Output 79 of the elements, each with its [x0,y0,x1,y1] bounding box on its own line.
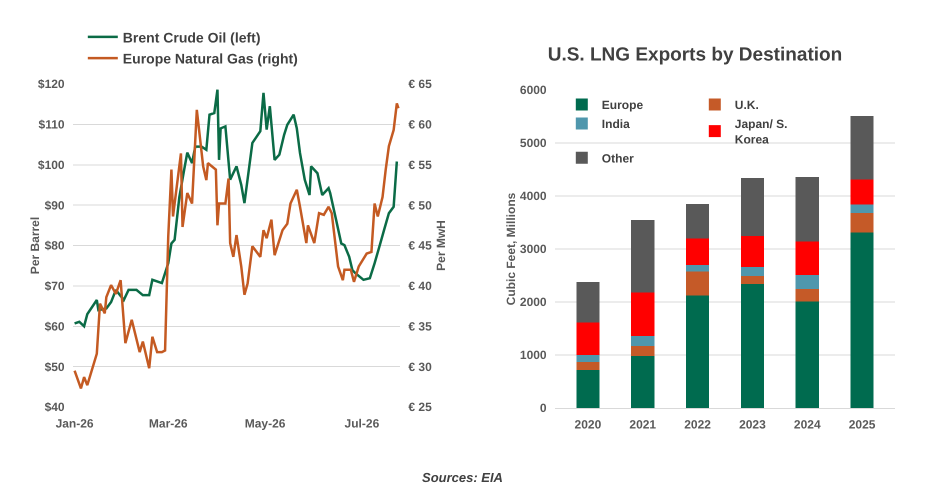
legend-label: U.K. [734,98,759,112]
x-tick-label: 2020 [574,417,602,432]
x-tick-label: Mar-26 [148,416,188,430]
bar [631,346,654,356]
bar [796,242,819,275]
y-tick-label: $100 [38,158,65,172]
bar [796,288,819,302]
legend-label: Japan/ S. Korea [734,116,788,147]
y-tick-label: $40 [44,400,65,414]
y-axis-title: Cubic Feet, Millions [504,192,518,306]
y-tick-label: 4000 [520,189,547,204]
x-tick-label: 2024 [794,417,821,432]
y2-tick-label: € 30 [408,360,432,374]
y-tick-label: 6000 [520,83,547,98]
bar [631,292,654,336]
bar [796,274,819,289]
bar [740,276,764,284]
y-tick-label: 5000 [520,136,547,150]
bar [740,178,764,236]
bar [686,238,710,265]
y-tick-label: 2000 [520,295,547,310]
x-tick-label: 2022 [684,417,712,432]
bar [850,116,874,180]
y2-tick-label: € 65 [408,77,432,92]
x-tick-label: 2023 [739,417,766,432]
source-note: Sources: EIA [421,470,504,485]
y-tick-label: 0 [540,401,547,416]
bar [740,284,764,408]
legend-label: Brent Crude Oil (left) [122,29,260,46]
legend-label: Other [602,151,634,166]
y2-tick-label: € 45 [408,238,432,253]
bar [686,296,710,408]
bar [686,204,710,238]
y-tick-label: $80 [44,238,65,253]
x-tick-label: Jul-26 [344,416,380,430]
legend-label: Europe [602,98,644,112]
y-tick-label: 3000 [520,242,547,256]
bar [740,267,764,276]
y2-tick-label: € 40 [408,279,432,294]
y-tick-label: $90 [44,198,65,212]
y-tick-label: $120 [38,77,65,92]
bar [631,356,654,408]
bar [796,176,819,242]
bar [796,301,819,408]
y2-tick-label: € 60 [408,118,432,132]
y2-tick-label: € 55 [408,158,432,172]
y-tick-label: 1000 [520,348,547,362]
legend-label: India [602,117,630,132]
bar [740,236,764,268]
y-tick-label: $50 [44,360,65,374]
bar [631,336,654,346]
y-axis-title: Per Barrel [28,216,42,274]
y2-tick-label: € 50 [408,198,432,212]
y2-tick-label: € 25 [408,400,432,414]
x-tick-label: Jan-26 [56,416,94,430]
x-tick-label: 2021 [629,417,656,432]
line-series [73,88,398,328]
y2-tick-label: € 35 [408,319,432,334]
bar [850,180,874,204]
y-tick-label: $110 [38,118,65,132]
x-tick-label: 2025 [848,417,876,432]
bar [686,271,710,296]
bar [576,370,600,408]
bar [576,362,600,370]
bar [576,322,600,355]
bar [850,212,874,233]
bar [686,264,710,272]
bar [850,232,874,408]
bar [576,282,600,323]
bar [576,355,600,362]
bar [631,220,654,292]
y2-axis-title: Per MwH [434,220,448,271]
x-tick-label: May-26 [244,416,286,430]
line-series [73,102,400,390]
chart-title: U.S. LNG Exports by Destination [548,44,842,66]
legend-label: Europe Natural Gas (right) [122,50,298,67]
y-tick-label: $70 [44,279,65,294]
bar [850,204,874,213]
y-tick-label: $60 [44,319,65,334]
